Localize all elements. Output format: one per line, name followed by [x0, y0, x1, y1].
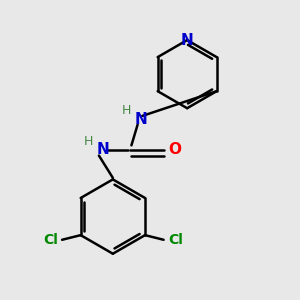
Text: N: N — [97, 142, 109, 158]
Text: H: H — [84, 135, 93, 148]
Text: Cl: Cl — [43, 233, 58, 247]
Text: N: N — [134, 112, 147, 127]
Text: O: O — [168, 142, 181, 158]
Text: Cl: Cl — [168, 233, 183, 247]
Text: H: H — [122, 104, 131, 117]
Text: N: N — [181, 33, 194, 48]
